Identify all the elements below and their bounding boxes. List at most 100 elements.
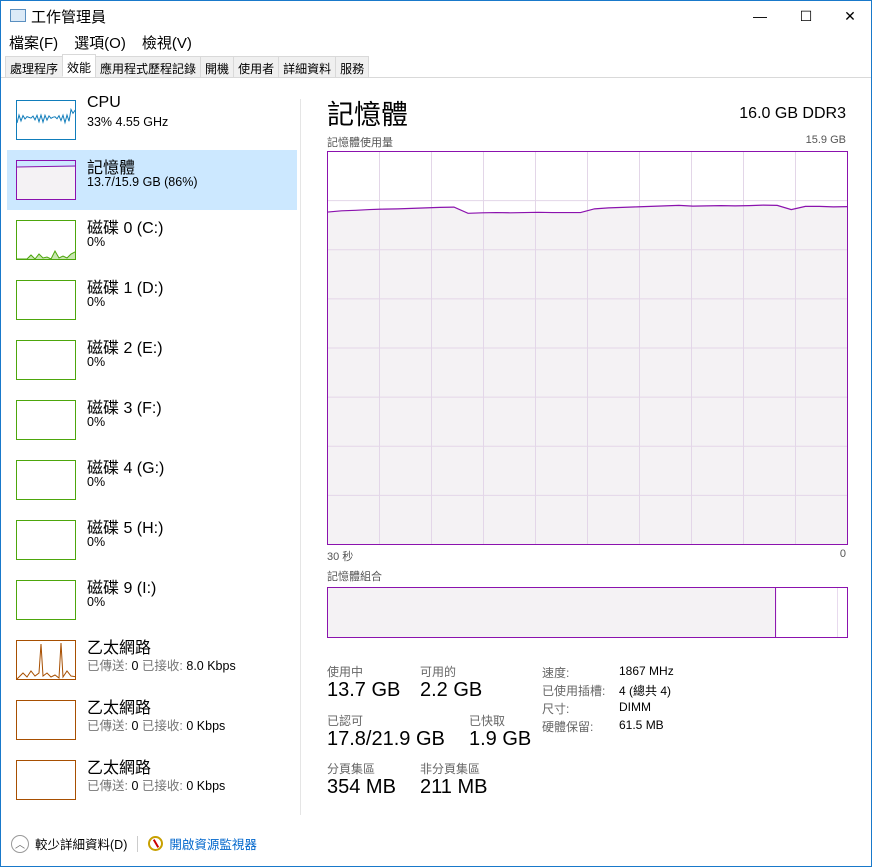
in-use-label: 使用中 bbox=[327, 665, 364, 679]
memory-spec: 16.0 GB DDR3 bbox=[739, 105, 846, 122]
menu-view[interactable]: 檢視(V) bbox=[141, 35, 192, 52]
page-title: 記憶體 bbox=[327, 100, 408, 130]
network-throughput: 已傳送: 0 已接收: 8.0 Kbps bbox=[87, 659, 236, 673]
composition-cached bbox=[775, 587, 839, 638]
tab-0[interactable]: 處理程序 bbox=[5, 56, 64, 78]
cpu-thumbnail-graph bbox=[16, 100, 76, 140]
sidebar-item-disk[interactable]: 磁碟 9 (I:) 0% bbox=[7, 570, 297, 630]
sidebar-item-name: 磁碟 4 (G:) bbox=[87, 460, 165, 477]
spec-label: 速度: bbox=[542, 666, 570, 680]
sidebar-item-sub: 0% bbox=[87, 415, 106, 429]
tab-1[interactable]: 效能 bbox=[62, 54, 97, 77]
disk-thumbnail-graph bbox=[16, 220, 76, 260]
disk-thumbnail-graph bbox=[16, 400, 76, 440]
sidebar-item-name: 磁碟 9 (I:) bbox=[87, 580, 157, 597]
nonpaged-pool-label: 非分頁集區 bbox=[420, 762, 481, 776]
sidebar-item-name: 磁碟 2 (E:) bbox=[87, 340, 163, 357]
fewer-details-button[interactable]: 較少詳細資料(D) bbox=[35, 838, 128, 852]
resource-monitor-icon bbox=[148, 836, 164, 851]
committed-label: 已認可 bbox=[327, 714, 364, 728]
composition-free bbox=[837, 587, 848, 638]
composition-border bbox=[327, 587, 848, 638]
sidebar-item-name: 乙太網路 bbox=[87, 760, 152, 777]
tab-6[interactable]: 服務 bbox=[335, 56, 370, 78]
close-button[interactable]: ✕ bbox=[844, 7, 856, 24]
footer-separator bbox=[137, 835, 139, 852]
spec-label: 已使用插槽: bbox=[542, 684, 606, 698]
sidebar-item-disk[interactable]: 磁碟 0 (C:) 0% bbox=[7, 210, 297, 270]
spec-label: 硬體保留: bbox=[542, 720, 594, 734]
disk-thumbnail-graph bbox=[16, 280, 76, 320]
chevron-up-icon[interactable]: ︿ bbox=[11, 834, 29, 853]
spec-label: 尺寸: bbox=[542, 702, 570, 716]
task-manager-icon bbox=[10, 9, 26, 22]
sidebar-item-disk[interactable]: 磁碟 1 (D:) 0% bbox=[7, 270, 297, 330]
sidebar-item-disk[interactable]: 磁碟 5 (H:) 0% bbox=[7, 510, 297, 570]
sidebar-item-sub: 0% bbox=[87, 295, 106, 309]
disk-thumbnail-graph bbox=[16, 520, 76, 560]
title-bar: 工作管理員 — ☐ ✕ bbox=[1, 1, 871, 31]
composition-in-use bbox=[327, 587, 776, 638]
tab-2[interactable]: 應用程式歷程記錄 bbox=[95, 56, 202, 78]
disk-thumbnail-graph bbox=[16, 340, 76, 380]
menu-options[interactable]: 選項(O) bbox=[74, 35, 126, 52]
open-resource-monitor-link[interactable]: 開啟資源監視器 bbox=[169, 838, 257, 852]
window-title: 工作管理員 bbox=[31, 9, 107, 26]
sidebar-item-sub: 13.7/15.9 GB (86%) bbox=[87, 175, 198, 189]
committed-value: 17.8/21.9 GB bbox=[327, 728, 445, 750]
sidebar-item-disk[interactable]: 磁碟 3 (F:) 0% bbox=[7, 390, 297, 450]
minimize-button[interactable]: — bbox=[753, 8, 767, 24]
sidebar-item-net[interactable]: 乙太網路 已傳送: 0 已接收: 8.0 Kbps bbox=[7, 630, 297, 690]
sidebar-item-name: 磁碟 0 (C:) bbox=[87, 220, 164, 237]
time-axis-right: 0 bbox=[839, 548, 846, 560]
net-thumbnail-graph bbox=[16, 760, 76, 800]
sidebar-item-sub: 0% bbox=[87, 235, 106, 249]
network-throughput: 已傳送: 0 已接收: 0 Kbps bbox=[87, 719, 226, 733]
spec-value: 61.5 MB bbox=[619, 718, 664, 732]
cached-label: 已快取 bbox=[469, 714, 506, 728]
sidebar-item-name: 記憶體 bbox=[87, 160, 136, 177]
sidebar-item-mem[interactable]: 記憶體 13.7/15.9 GB (86%) bbox=[7, 150, 297, 210]
usage-chart-max: 15.9 GB bbox=[805, 134, 846, 146]
spec-value: 4 (總共 4) bbox=[619, 684, 672, 698]
sidebar-item-net[interactable]: 乙太網路已傳送: 0 已接收: 0 Kbps bbox=[7, 750, 297, 810]
tab-divider bbox=[1, 77, 871, 78]
maximize-button[interactable]: ☐ bbox=[799, 7, 813, 24]
sidebar-item-sub: 0% bbox=[87, 355, 106, 369]
sidebar-item-name: 磁碟 5 (H:) bbox=[87, 520, 164, 537]
sidebar-item-name: 磁碟 1 (D:) bbox=[87, 280, 164, 297]
usage-line bbox=[327, 204, 848, 214]
tab-4[interactable]: 使用者 bbox=[233, 56, 280, 78]
menu-file[interactable]: 檔案(F) bbox=[9, 35, 59, 52]
spec-value: DIMM bbox=[619, 700, 651, 714]
net-thumbnail-graph bbox=[16, 640, 76, 680]
mem-thumbnail-graph bbox=[16, 160, 76, 200]
tab-3[interactable]: 開機 bbox=[200, 56, 235, 78]
sidebar-item-cpu[interactable]: CPU 33% 4.55 GHz bbox=[7, 90, 297, 150]
available-value: 2.2 GB bbox=[420, 679, 483, 701]
sidebar-item-disk[interactable]: 磁碟 2 (E:) 0% bbox=[7, 330, 297, 390]
paged-pool-value: 354 MB bbox=[327, 776, 396, 798]
sidebar-item-net[interactable]: 乙太網路已傳送: 0 已接收: 0 Kbps bbox=[7, 690, 297, 750]
time-axis-left: 30 秒 bbox=[327, 551, 354, 563]
disk-thumbnail-graph bbox=[16, 580, 76, 620]
sidebar-item-sub: 0% bbox=[87, 475, 106, 489]
tab-5[interactable]: 詳細資料 bbox=[278, 56, 337, 78]
footer: ︿ 較少詳細資料(D) 開啟資源監視器 bbox=[11, 834, 257, 853]
paged-pool-label: 分頁集區 bbox=[327, 762, 376, 776]
sidebar-item-disk[interactable]: 磁碟 4 (G:) 0% bbox=[7, 450, 297, 510]
menu-bar: 檔案(F) 選項(O) 檢視(V) bbox=[9, 32, 192, 53]
in-use-value: 13.7 GB bbox=[327, 679, 401, 701]
sidebar-item-name: CPU bbox=[87, 94, 121, 111]
sidebar-item-sub: 0% bbox=[87, 595, 106, 609]
network-throughput: 已傳送: 0 已接收: 0 Kbps bbox=[87, 779, 226, 793]
memory-usage-chart bbox=[327, 151, 848, 545]
pane-divider[interactable] bbox=[300, 99, 301, 815]
sidebar-item-name: 乙太網路 bbox=[87, 700, 152, 717]
memory-composition-bar bbox=[327, 587, 848, 638]
usage-chart-label: 記憶體使用量 bbox=[327, 137, 393, 149]
chart-border bbox=[327, 151, 848, 545]
available-label: 可用的 bbox=[420, 665, 457, 679]
nonpaged-pool-value: 211 MB bbox=[420, 776, 488, 798]
sidebar-item-sub: 33% 4.55 GHz bbox=[87, 115, 169, 129]
